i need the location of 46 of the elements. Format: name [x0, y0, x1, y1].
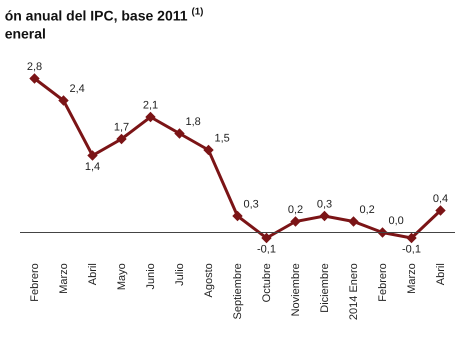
data-label: -0,1 — [402, 243, 421, 256]
data-label: 2,1 — [142, 99, 158, 112]
x-tick-label: Febrero — [377, 263, 390, 302]
data-label: 0,4 — [432, 192, 448, 205]
data-label: 0,2 — [288, 204, 304, 216]
x-tick-label: Diciembre — [319, 263, 332, 313]
x-tick-label: Mayo — [116, 263, 128, 290]
x-tick-label: Julio — [174, 263, 186, 286]
chart-subtitle: eneral — [4, 26, 46, 42]
data-label: 0,0 — [388, 214, 404, 227]
data-label: 0,3 — [316, 198, 332, 210]
point — [116, 134, 127, 144]
data-label: 2,4 — [70, 82, 85, 95]
data-label: -0,1 — [257, 243, 276, 256]
x-tick-label: Abril — [87, 263, 100, 286]
x-tick-label: Abril — [435, 263, 448, 286]
data-label: 1,7 — [114, 121, 130, 134]
x-tick-label: Febrero — [29, 263, 42, 302]
point — [290, 216, 301, 227]
x-tick-label: Marzo — [406, 263, 418, 294]
data-label: 0,3 — [244, 198, 259, 210]
x-tick-label: Octubre — [261, 263, 274, 302]
point — [203, 144, 214, 156]
x-tick-label: Junio — [145, 263, 158, 290]
point — [87, 150, 98, 161]
data-label: 1,5 — [214, 132, 230, 144]
point — [58, 95, 69, 106]
x-tick-label: Noviembre — [290, 263, 302, 316]
data-label: 1,8 — [186, 116, 201, 128]
data-label: 0,2 — [360, 204, 375, 216]
x-tick-label: Marzo — [58, 263, 70, 294]
chart-title: ón anual del IPC, base 2011 $^{(1)}$ — [4, 6, 204, 24]
point — [174, 128, 185, 139]
point — [232, 210, 243, 222]
point — [435, 205, 446, 216]
point — [29, 73, 40, 84]
data-label: 1,4 — [84, 160, 100, 173]
x-tick-label: 2014 Enero — [348, 263, 360, 320]
x-tick-label: Agosto — [203, 263, 216, 298]
point — [348, 216, 359, 227]
point — [261, 232, 272, 244]
point — [145, 112, 156, 122]
point — [319, 210, 330, 222]
point — [406, 232, 417, 244]
data-label: 2,8 — [26, 60, 42, 73]
x-tick-label: Septiembre — [232, 263, 244, 320]
